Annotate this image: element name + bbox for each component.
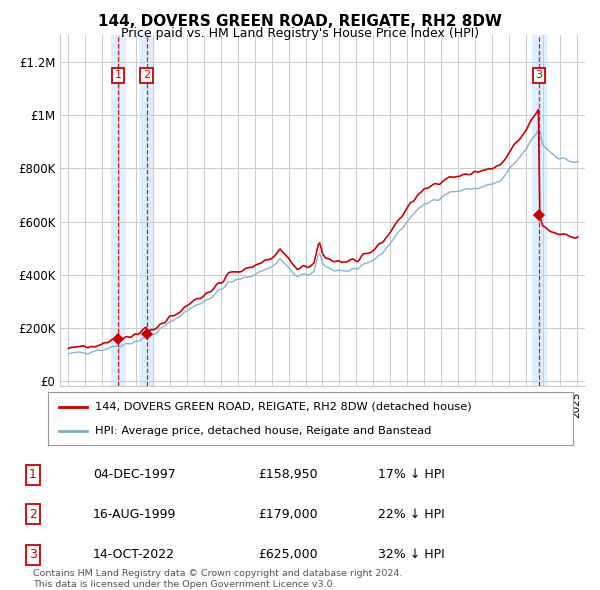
Text: Price paid vs. HM Land Registry's House Price Index (HPI): Price paid vs. HM Land Registry's House … [121, 27, 479, 40]
Text: Contains HM Land Registry data © Crown copyright and database right 2024.: Contains HM Land Registry data © Crown c… [33, 569, 403, 578]
Text: 32% ↓ HPI: 32% ↓ HPI [378, 548, 445, 561]
Bar [111, 35, 125, 386]
Text: HPI: Average price, detached house, Reigate and Banstead: HPI: Average price, detached house, Reig… [95, 426, 431, 436]
Text: 3: 3 [29, 548, 37, 561]
Text: 3: 3 [536, 70, 542, 80]
Text: 144, DOVERS GREEN ROAD, REIGATE, RH2 8DW (detached house): 144, DOVERS GREEN ROAD, REIGATE, RH2 8DW… [95, 402, 472, 412]
Text: 04-DEC-1997: 04-DEC-1997 [93, 468, 176, 481]
Text: 2: 2 [143, 70, 150, 80]
Text: 17% ↓ HPI: 17% ↓ HPI [378, 468, 445, 481]
Text: 144, DOVERS GREEN ROAD, REIGATE, RH2 8DW: 144, DOVERS GREEN ROAD, REIGATE, RH2 8DW [98, 14, 502, 29]
Text: £625,000: £625,000 [258, 548, 317, 561]
Text: 22% ↓ HPI: 22% ↓ HPI [378, 508, 445, 521]
Text: 16-AUG-1999: 16-AUG-1999 [93, 508, 176, 521]
Bar [532, 35, 546, 386]
Bar [140, 35, 154, 386]
Text: £179,000: £179,000 [258, 508, 317, 521]
Text: 1: 1 [115, 70, 121, 80]
Text: £158,950: £158,950 [258, 468, 317, 481]
Text: 2: 2 [29, 508, 37, 521]
Text: 14-OCT-2022: 14-OCT-2022 [93, 548, 175, 561]
Text: 1: 1 [29, 468, 37, 481]
Text: This data is licensed under the Open Government Licence v3.0.: This data is licensed under the Open Gov… [33, 579, 335, 589]
